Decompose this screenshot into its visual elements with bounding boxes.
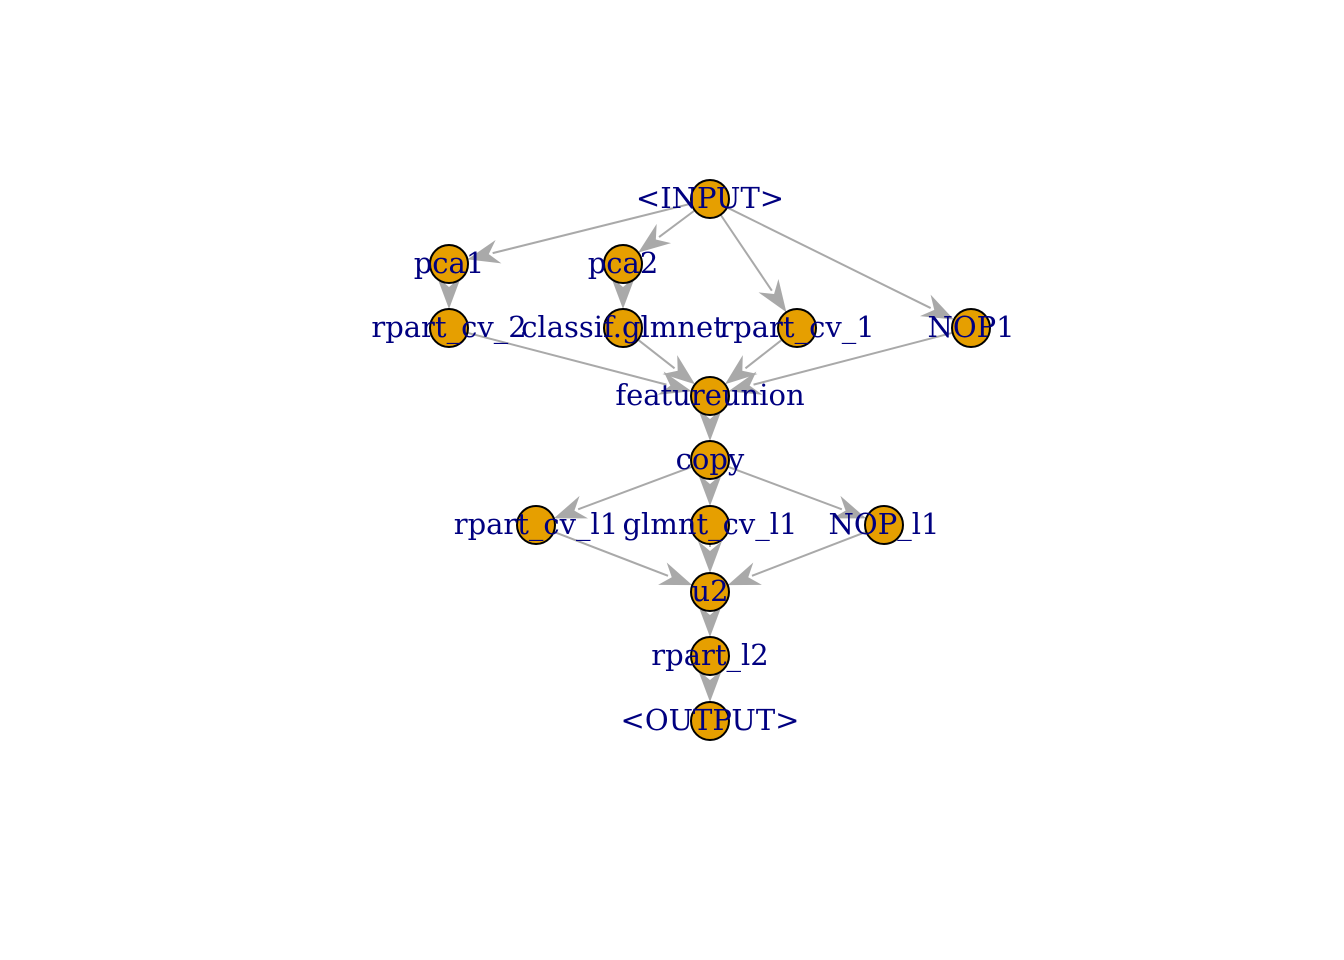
node-label: glmnt_cv_l1 [622, 507, 797, 542]
edge-input-to-pca2 [638, 209, 696, 253]
edge-line [553, 530, 669, 577]
node-label: rpart_l2 [651, 638, 768, 673]
edge-line [492, 202, 692, 255]
edge-nop1-to-featureunion [728, 331, 953, 395]
node-label: <OUTPUT> [621, 703, 800, 737]
edge-rpart_cv_l1-to-u2 [553, 530, 693, 586]
edge-line [658, 209, 696, 238]
node-input: <INPUT> [636, 179, 784, 219]
node-label: pca2 [588, 246, 659, 280]
node-circle [690, 376, 730, 416]
node-copy: copy [676, 440, 745, 480]
edge-line [751, 530, 867, 577]
node-rpart_cv_2: rpart_cv_2 [371, 308, 527, 348]
node-pca2: pca2 [588, 244, 659, 284]
node-label: rpart_cv_2 [371, 310, 526, 345]
arrowhead-icon [553, 495, 588, 519]
arrowhead-icon [662, 355, 696, 385]
edge-line [744, 338, 783, 370]
arrowhead-icon [437, 277, 461, 309]
node-glmnt_cv_l1: glmnt_cv_l1 [622, 505, 798, 545]
node-circle [603, 308, 643, 348]
arrowhead-icon [638, 223, 672, 253]
node-circle [429, 244, 469, 284]
node-u2: u2 [690, 572, 730, 612]
edge-nop_l1-to-u2 [727, 530, 867, 586]
node-label: copy [676, 442, 745, 476]
node-nop1: NOP1 [927, 308, 1015, 348]
edge-pca2-to-classif_glmnet [611, 277, 635, 309]
node-label: pca1 [414, 246, 485, 280]
node-label: u2 [691, 574, 728, 608]
node-circle [690, 636, 730, 676]
edge-classif_glmnet-to-featureunion [637, 338, 696, 385]
nodes-layer: <INPUT>pca1 pca2rpart_cv_2classif.glmnetr… [371, 179, 1015, 741]
node-circle [603, 244, 643, 284]
edge-featureunion-to-copy [698, 409, 722, 441]
node-label: NOP1 [927, 310, 1014, 344]
edge-input-to-rpart_cv_1 [719, 214, 787, 313]
arrowhead-icon [657, 371, 692, 395]
node-circle [690, 179, 730, 219]
node-label: rpart_cv_1 [719, 310, 874, 345]
edge-line [753, 331, 953, 386]
edges-layer [437, 202, 954, 702]
node-label: classif.glmnet [521, 310, 725, 344]
node-circle [516, 505, 556, 545]
arrowhead-icon [698, 409, 722, 441]
node-circle [690, 440, 730, 480]
edge-copy-to-nop_l1 [727, 465, 867, 519]
edge-rpart_cv_2-to-featureunion [467, 331, 692, 395]
edge-pca1-to-rpart_cv_2 [437, 277, 461, 309]
arrowhead-icon [698, 474, 722, 506]
node-circle [690, 505, 730, 545]
edge-input-to-nop1 [726, 206, 954, 320]
arrowhead-icon [698, 670, 722, 702]
edge-u2-to-rpart_l2 [698, 605, 722, 637]
node-circle [690, 572, 730, 612]
arrowhead-icon [611, 277, 635, 309]
edge-line [726, 206, 932, 309]
node-rpart_cv_1: rpart_cv_1 [719, 308, 875, 348]
edge-line [577, 465, 693, 511]
node-circle [690, 701, 730, 741]
arrowhead-icon [467, 240, 502, 264]
node-output: <OUTPUT> [621, 701, 800, 741]
arrowhead-icon [919, 294, 954, 320]
arrowhead-icon [698, 605, 722, 637]
node-circle [951, 308, 991, 348]
node-nop_l1: NOP_l1 [829, 505, 940, 545]
arrowhead-icon [727, 562, 762, 586]
edge-input-to-pca1 [467, 202, 692, 264]
node-label: rpart_cv_l1 [454, 507, 619, 542]
node-classif_glmnet: classif.glmnet [521, 308, 725, 348]
arrowhead-icon [758, 279, 787, 313]
node-circle [429, 308, 469, 348]
arrowhead-icon [698, 541, 722, 573]
edge-line [467, 331, 667, 386]
edge-line [727, 465, 843, 511]
edge-line [637, 338, 676, 370]
edge-glmnt_cv_l1-to-u2 [698, 541, 722, 573]
arrowhead-icon [832, 495, 867, 519]
node-label: featureunion [615, 378, 804, 412]
node-label: <INPUT> [636, 181, 784, 215]
node-label: NOP_l1 [829, 507, 940, 542]
arrowhead-icon [658, 562, 693, 586]
edge-rpart_cv_1-to-featureunion [724, 338, 783, 385]
arrowhead-icon [724, 355, 758, 385]
node-circle [777, 308, 817, 348]
node-rpart_cv_l1: rpart_cv_l1 [454, 505, 619, 545]
node-rpart_l2: rpart_l2 [651, 636, 769, 676]
node-circle [864, 505, 904, 545]
node-pca1: pca1 [414, 244, 485, 284]
arrowhead-icon [728, 371, 763, 395]
node-featureunion: featureunion [615, 376, 805, 416]
edge-copy-to-rpart_cv_l1 [553, 465, 693, 519]
edge-line [719, 214, 773, 292]
